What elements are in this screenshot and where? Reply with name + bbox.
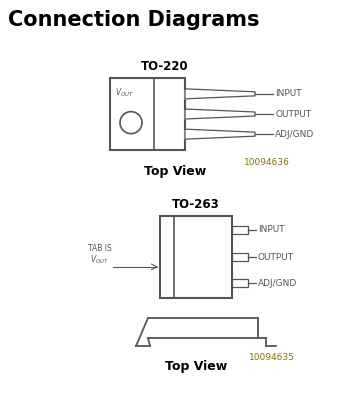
- Bar: [232, 253, 248, 261]
- Text: TAB IS: TAB IS: [88, 244, 112, 253]
- Text: $V_{OUT}$: $V_{OUT}$: [115, 86, 134, 98]
- Bar: [110, 78, 185, 150]
- Text: ADJ/GND: ADJ/GND: [275, 130, 314, 139]
- Bar: [232, 226, 248, 234]
- Circle shape: [120, 112, 142, 133]
- Bar: [160, 216, 232, 298]
- Polygon shape: [185, 89, 255, 99]
- Text: Top View: Top View: [144, 165, 206, 178]
- Text: OUTPUT: OUTPUT: [258, 253, 294, 262]
- Text: TO-263: TO-263: [172, 198, 220, 211]
- Text: 10094635: 10094635: [249, 353, 295, 362]
- Text: INPUT: INPUT: [258, 225, 285, 234]
- Polygon shape: [185, 129, 255, 139]
- Text: OUTPUT: OUTPUT: [275, 110, 311, 119]
- Text: $V_{OUT}$: $V_{OUT}$: [90, 254, 109, 267]
- Text: Top View: Top View: [165, 360, 227, 373]
- Polygon shape: [185, 109, 255, 119]
- Text: INPUT: INPUT: [275, 89, 302, 98]
- Text: 10094636: 10094636: [244, 158, 290, 167]
- Bar: [232, 279, 248, 287]
- Text: Connection Diagrams: Connection Diagrams: [8, 10, 260, 30]
- Text: TO-220: TO-220: [141, 60, 189, 73]
- Text: ADJ/GND: ADJ/GND: [258, 279, 297, 288]
